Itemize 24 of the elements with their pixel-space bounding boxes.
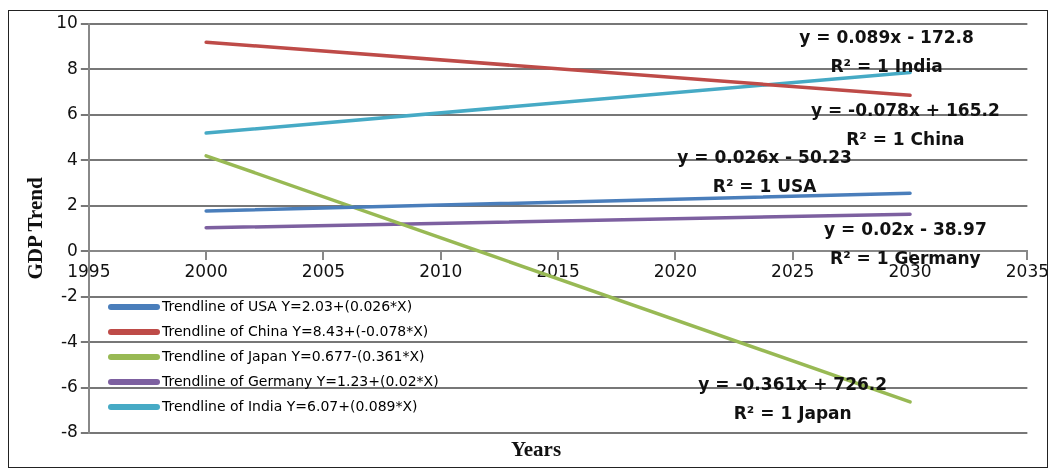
y-tick-label: 0 <box>67 239 78 260</box>
legend-label: Trendline of Germany Y=1.23+(0.02*X) <box>162 372 439 391</box>
x-tick-label: 2010 <box>419 260 463 281</box>
legend-label: Trendline of India Y=6.07+(0.089*X) <box>162 397 418 416</box>
x-tick-label: 2005 <box>301 260 346 281</box>
x-tick-label: 2020 <box>653 260 698 281</box>
x-tick-label: 1995 <box>67 260 111 281</box>
y-tick-label: -2 <box>60 285 78 306</box>
legend-label: Trendline of USA Y=2.03+(0.026*X) <box>162 297 413 316</box>
y-tick-label: 4 <box>67 148 78 169</box>
x-tick-label: 2000 <box>184 260 228 281</box>
x-axis-title: Years <box>510 437 562 461</box>
x-tick-label: 2025 <box>771 260 815 281</box>
y-tick-label: 10 <box>56 12 78 33</box>
y-axis-title: GDP Trend <box>23 177 48 280</box>
x-tick-label: 2035 <box>1005 260 1049 281</box>
legend-label: Trendline of Japan Y=0.677-(0.361*X) <box>162 347 425 366</box>
y-tick-label: -4 <box>60 330 78 351</box>
legend-label: Trendline of China Y=8.43+(-0.078*X) <box>162 322 429 341</box>
y-tick-label: 2 <box>67 194 78 215</box>
y-tick-label: -6 <box>60 375 78 396</box>
y-tick-label: -8 <box>60 421 78 442</box>
y-tick-label: 8 <box>67 57 78 78</box>
y-tick-label: 6 <box>67 103 78 124</box>
